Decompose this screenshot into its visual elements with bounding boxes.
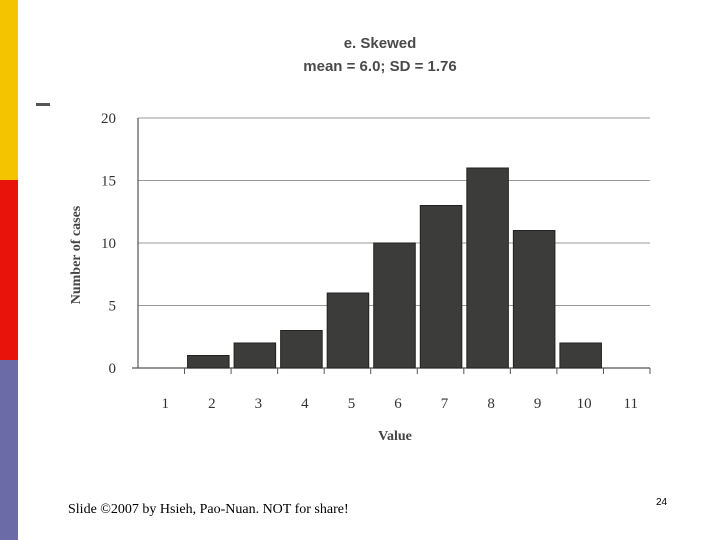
- histogram-bar: [233, 342, 277, 369]
- title-underline-dash: [36, 103, 50, 106]
- x-tick-label: 10: [577, 396, 592, 412]
- y-tick-label: 5: [109, 299, 117, 315]
- chart-title: e. Skewed: [343, 35, 417, 52]
- accent-bar-blue: [0, 360, 18, 540]
- x-tick-label: 8: [487, 396, 495, 412]
- histogram-bar: [373, 242, 416, 369]
- histogram-bar: [280, 330, 323, 369]
- histogram-bar: [187, 355, 230, 369]
- chart-subtitle: mean = 6.0; SD = 1.76: [303, 58, 457, 75]
- x-tick-label: 7: [441, 396, 449, 412]
- x-tick-label: 11: [624, 396, 638, 412]
- y-tick-label: 20: [101, 111, 116, 127]
- histogram-bar: [512, 230, 556, 369]
- histogram-bar: [559, 342, 602, 369]
- x-tick-label: 9: [534, 396, 542, 412]
- page-number: 24: [656, 497, 668, 508]
- x-tick-label: 5: [348, 396, 356, 412]
- histogram-bar: [466, 167, 509, 369]
- x-tick-label: 1: [162, 396, 170, 412]
- y-axis-label: Number of cases: [69, 205, 84, 304]
- x-tick-label: 6: [394, 396, 402, 412]
- x-tick-label: 3: [255, 396, 263, 412]
- slide-footer: Slide ©2007 by Hsieh, Pao-Nuan. NOT for …: [68, 502, 349, 517]
- x-axis-label: Value: [378, 429, 412, 444]
- y-tick-label: 15: [101, 174, 116, 190]
- y-tick-label: 10: [101, 236, 116, 252]
- histogram-bar: [419, 205, 463, 369]
- accent-bar-red: [0, 180, 18, 360]
- accent-bar-yellow: [0, 0, 18, 180]
- x-tick-label: 4: [301, 396, 309, 412]
- x-tick-label: 2: [208, 396, 216, 412]
- histogram-chart: 0 5 10 15 20 1 2 3 4 5 6 7 8 9 10 11 Value Number of case…: [60, 100, 675, 460]
- y-tick-label: 0: [109, 361, 117, 377]
- chart-background: [60, 100, 675, 460]
- histogram-bar: [326, 292, 370, 369]
